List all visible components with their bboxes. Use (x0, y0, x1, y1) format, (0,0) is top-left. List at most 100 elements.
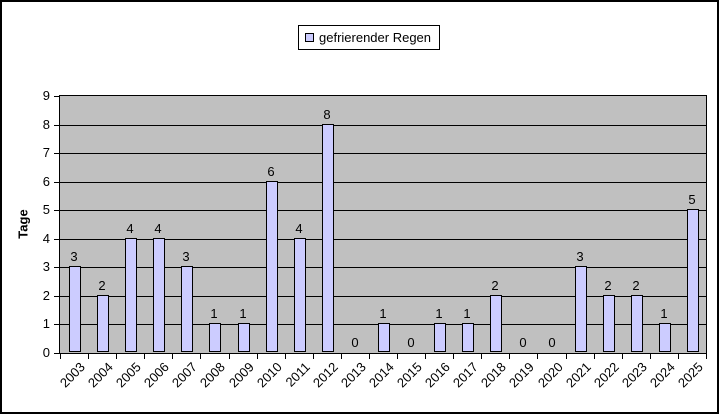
x-axis-tick-label: 2012 (309, 359, 341, 391)
x-axis-tick-label: 2006 (140, 359, 172, 391)
bar-value-label: 1 (463, 306, 471, 321)
gridline (60, 181, 706, 183)
x-axis-tick-label: 2019 (505, 359, 537, 391)
bar (462, 323, 474, 352)
x-axis-tick-label: 2007 (168, 359, 200, 391)
y-axis-tick (54, 296, 59, 297)
bar-value-label: 3 (70, 249, 78, 264)
x-axis-tick-label: 2022 (590, 359, 622, 391)
bar-value-label: 3 (182, 249, 190, 264)
x-axis-tick-label: 2009 (225, 359, 257, 391)
legend: gefrierender Regen (298, 25, 441, 50)
gridline (60, 267, 706, 269)
bar-value-label: 2 (632, 278, 640, 293)
x-axis-tick (341, 354, 342, 359)
x-axis-tick (706, 354, 707, 359)
gridline (60, 124, 706, 126)
legend-marker-icon (305, 33, 314, 42)
bar-value-label: 4 (126, 221, 134, 236)
x-axis-tick (369, 354, 370, 359)
y-axis-tick (54, 210, 59, 211)
bar (97, 295, 109, 352)
bar-value-label: 0 (407, 335, 415, 350)
x-axis-tick-label: 2023 (618, 359, 650, 391)
y-axis-tick (54, 239, 59, 240)
bar-value-label: 2 (604, 278, 612, 293)
bar-value-label: 0 (548, 335, 556, 350)
bar-value-label: 4 (154, 221, 162, 236)
x-axis-tick-label: 2020 (534, 359, 566, 391)
x-axis-tick (453, 354, 454, 359)
x-axis-tick (257, 354, 258, 359)
x-axis-tick-label: 2004 (84, 359, 116, 391)
bar (631, 295, 643, 352)
bar (294, 238, 306, 352)
bar-value-label: 0 (519, 335, 527, 350)
gridline (60, 238, 706, 240)
gridline (60, 210, 706, 212)
bar-value-label: 6 (267, 164, 275, 179)
y-axis-tick-label: 8 (42, 117, 50, 132)
x-axis-tick (566, 354, 567, 359)
x-axis-tick (425, 354, 426, 359)
x-axis-tick-label: 2013 (337, 359, 369, 391)
x-axis-tick (285, 354, 286, 359)
bar (209, 323, 221, 352)
x-axis-tick (116, 354, 117, 359)
x-axis-tick (481, 354, 482, 359)
x-axis-tick (88, 354, 89, 359)
bar (687, 209, 699, 352)
bar (69, 266, 81, 352)
x-axis-tick (622, 354, 623, 359)
x-axis-tick-label: 2021 (562, 359, 594, 391)
y-axis-tick (54, 125, 59, 126)
bar-value-label: 1 (379, 306, 387, 321)
x-axis-tick-label: 2008 (196, 359, 228, 391)
bar-value-label: 2 (491, 278, 499, 293)
bar-value-label: 1 (210, 306, 218, 321)
x-axis-tick-label: 2018 (477, 359, 509, 391)
bar (575, 266, 587, 352)
y-axis-tick (54, 353, 59, 354)
y-axis-tick-label: 6 (42, 174, 50, 189)
x-axis-tick (537, 354, 538, 359)
bar (238, 323, 250, 352)
bar-value-label: 2 (98, 278, 106, 293)
bar (125, 238, 137, 352)
y-axis-tick (54, 182, 59, 183)
bar (266, 181, 278, 352)
bar (378, 323, 390, 352)
y-axis-tick (54, 96, 59, 97)
x-axis-tick (509, 354, 510, 359)
gridline (60, 295, 706, 297)
bar (603, 295, 615, 352)
y-axis-tick-label: 4 (42, 231, 50, 246)
bar-value-label: 0 (351, 335, 359, 350)
bar-value-label: 1 (660, 306, 668, 321)
bar (181, 266, 193, 352)
bar-value-label: 5 (688, 192, 696, 207)
bar (322, 124, 334, 352)
x-axis-tick (678, 354, 679, 359)
x-axis-tick (200, 354, 201, 359)
x-axis-tick-label: 2005 (112, 359, 144, 391)
bar-value-label: 8 (323, 107, 331, 122)
x-axis-tick-label: 2011 (282, 359, 313, 390)
y-axis-tick-label: 2 (42, 288, 50, 303)
y-axis-tick-label: 1 (42, 316, 50, 331)
x-axis-tick-label: 2010 (253, 359, 285, 391)
plot-area (59, 95, 707, 354)
x-axis-tick (172, 354, 173, 359)
bar-value-label: 4 (295, 221, 303, 236)
y-axis-tick-label: 5 (42, 202, 50, 217)
y-axis-tick-label: 3 (42, 259, 50, 274)
bar (490, 295, 502, 352)
y-axis-tick-label: 9 (42, 88, 50, 103)
y-axis-tick (54, 153, 59, 154)
legend-label: gefrierender Regen (319, 30, 432, 45)
bar (434, 323, 446, 352)
x-axis-tick (313, 354, 314, 359)
x-axis-tick-label: 2016 (421, 359, 453, 391)
x-axis-tick-label: 2015 (393, 359, 425, 391)
